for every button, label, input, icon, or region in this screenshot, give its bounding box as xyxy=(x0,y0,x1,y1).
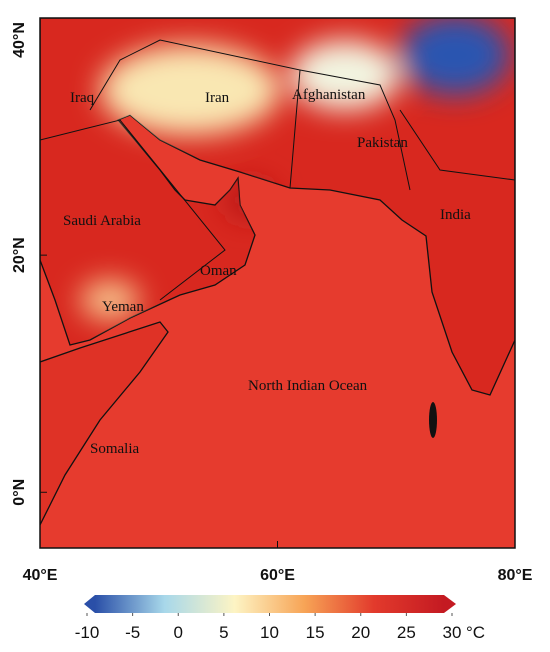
colorbar-unit: °C xyxy=(466,623,485,642)
x-tick-label: 60°E xyxy=(260,567,295,584)
colorbar-tick-label: 10 xyxy=(260,623,279,642)
region-label: Saudi Arabia xyxy=(63,213,141,229)
region-label: Afghanistan xyxy=(292,87,366,103)
colorbar-tick-label: 30 xyxy=(443,623,462,642)
x-tick-label: 80°E xyxy=(498,567,533,584)
land-africa xyxy=(40,321,169,526)
colorbar-tick-label: 5 xyxy=(219,623,228,642)
colorbar-end xyxy=(444,595,456,613)
map-area xyxy=(40,18,515,548)
x-tick-label: 40°E xyxy=(23,567,58,584)
region-label: North Indian Ocean xyxy=(248,378,368,394)
y-tick-label: 20°N xyxy=(11,237,28,273)
border xyxy=(89,39,301,189)
colorbar-tick-label: -5 xyxy=(125,623,140,642)
colorbar-tick-label: 20 xyxy=(351,623,370,642)
border xyxy=(40,119,226,301)
region-label: India xyxy=(440,207,471,223)
region-label: Iran xyxy=(205,90,230,106)
colorbar-tick-label: 25 xyxy=(397,623,416,642)
region-label: Oman xyxy=(200,263,237,279)
border xyxy=(299,69,411,191)
region-label: Yeman xyxy=(102,299,144,315)
region-label: Iraq xyxy=(70,90,95,106)
colorbar-end xyxy=(84,595,95,613)
y-tick-label: 0°N xyxy=(11,479,28,506)
border xyxy=(399,109,515,181)
region-label: Pakistan xyxy=(357,135,408,151)
colorbar-tick-label: 0 xyxy=(174,623,183,642)
colorbar-tick-label: -10 xyxy=(75,623,100,642)
islands xyxy=(429,402,437,438)
colorbar-tick-label: 15 xyxy=(306,623,325,642)
region-label: Somalia xyxy=(90,441,140,457)
colorbar xyxy=(95,595,444,613)
y-tick-label: 40°N xyxy=(11,22,28,58)
